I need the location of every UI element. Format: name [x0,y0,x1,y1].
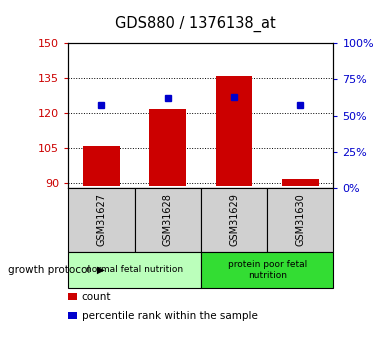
Text: count: count [82,292,111,302]
Text: normal fetal nutrition: normal fetal nutrition [86,265,183,275]
Text: protein poor fetal
nutrition: protein poor fetal nutrition [227,260,307,280]
Bar [149,109,186,186]
Text: growth protocol  ▶: growth protocol ▶ [8,265,105,275]
Text: GSM31630: GSM31630 [295,194,305,246]
Text: percentile rank within the sample: percentile rank within the sample [82,311,257,321]
Text: GDS880 / 1376138_at: GDS880 / 1376138_at [115,16,275,32]
Bar [83,146,120,186]
Bar [216,76,252,186]
Bar [282,179,319,186]
Text: GSM31629: GSM31629 [229,194,239,246]
Text: GSM31627: GSM31627 [96,194,106,246]
Text: GSM31628: GSM31628 [163,194,173,246]
